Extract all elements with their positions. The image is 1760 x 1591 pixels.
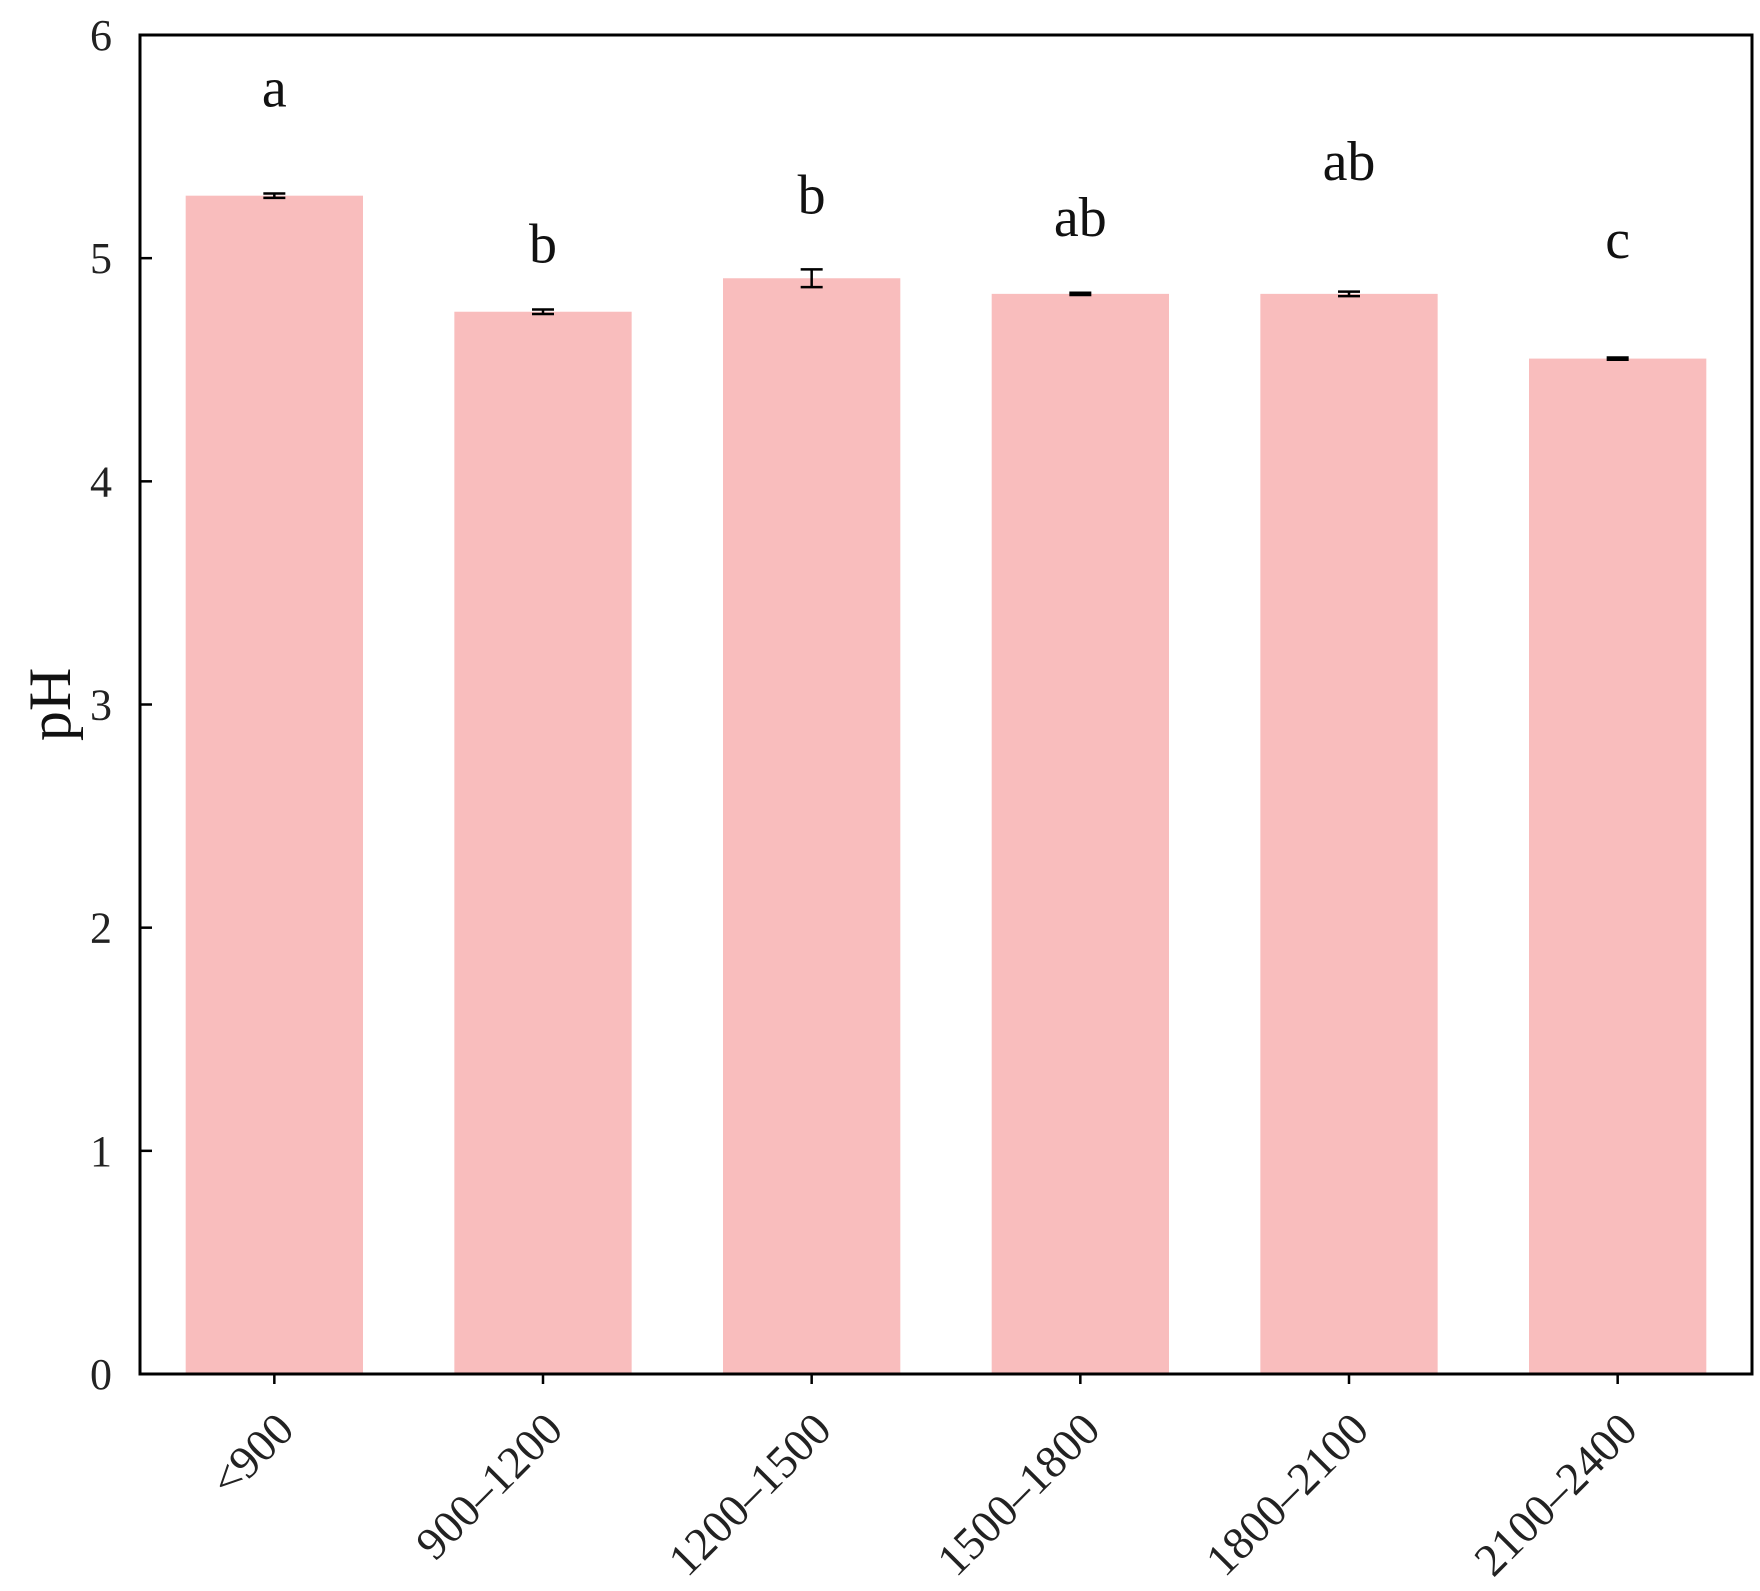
error-bar-4 [1338,290,1360,298]
y-tick-label-2: 2 [90,904,112,953]
error-bar-3 [1069,291,1092,297]
significance-label-4: ab [1323,131,1376,193]
bar-3 [991,293,1169,1375]
y-axis-ticks: 0 1 2 3 4 5 6 [90,11,152,1399]
bar-1 [454,311,632,1374]
y-tick-label-3: 3 [90,681,112,730]
x-tick-label-2: 1200–1500 [658,1403,840,1585]
y-axis-title: pH [17,668,83,741]
error-bar-0 [263,192,286,200]
bar-0 [185,195,363,1375]
x-tick-label-5: 2100–2400 [1464,1403,1646,1585]
plot-frame [138,33,1754,1376]
bar-4 [1260,293,1438,1375]
significance-label-5: c [1605,209,1630,271]
x-tick-label-4: 1800–2100 [1196,1403,1378,1585]
bars-layer [185,195,1707,1375]
significance-label-3: ab [1054,187,1107,249]
error-bar-2 [800,268,823,289]
y-tick-label-5: 5 [90,234,112,283]
significance-label-2: b [798,165,826,227]
y-tick-label-6: 6 [90,11,112,60]
x-tick-label-0: <900 [200,1403,303,1506]
y-tick-label-4: 4 [90,457,112,506]
bar-5 [1529,358,1707,1374]
x-tick-label-1: 900–1200 [406,1403,572,1569]
error-bar-5 [1606,356,1629,361]
x-axis-ticks: <900 900–1200 1200–1500 1500–1800 1800–2100 2… [200,1374,1647,1585]
y-tick-label-0: 0 [90,1350,112,1399]
error-bar-1 [532,308,554,316]
significance-label-1: b [529,214,557,276]
bar-2 [723,278,901,1374]
x-tick-label-3: 1500–1800 [927,1403,1109,1585]
error-bars-layer [263,192,1629,361]
significance-label-0: a [262,57,287,119]
y-tick-label-1: 1 [90,1127,112,1176]
